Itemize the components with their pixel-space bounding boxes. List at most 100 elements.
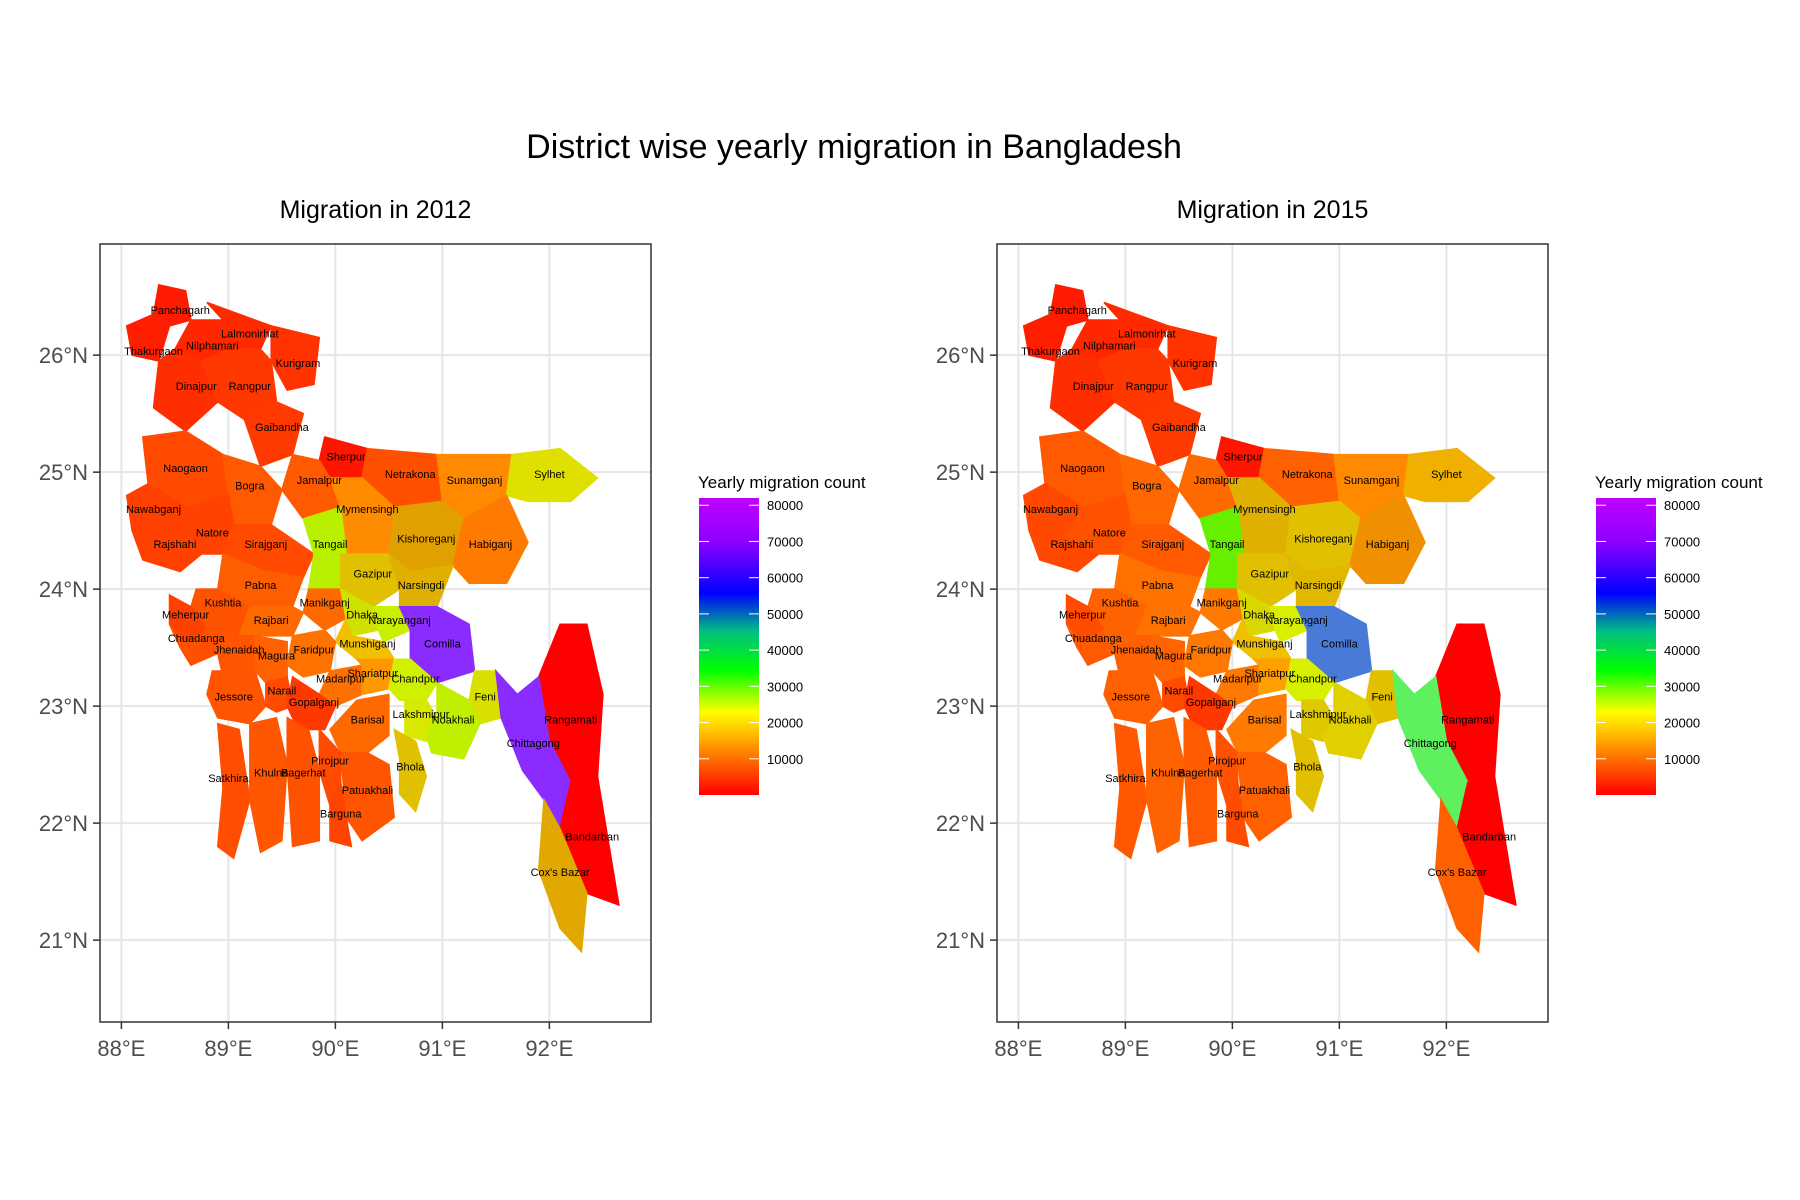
district-label-lakshmipur: Lakshmipur bbox=[393, 709, 450, 721]
district-label-gazipur: Gazipur bbox=[354, 568, 393, 580]
district-label-narsingdi: Narsingdi bbox=[398, 580, 444, 592]
district-label-jessore: Jessore bbox=[1111, 691, 1150, 703]
district-label-chandpur: Chandpur bbox=[391, 674, 440, 686]
district-label-sunamganj: Sunamganj bbox=[1344, 475, 1400, 487]
district-gazipur bbox=[339, 553, 401, 608]
district-label-lalmonirhat: Lalmonirhat bbox=[221, 329, 278, 341]
district-panchagarh bbox=[1049, 284, 1089, 327]
y-tick-label: 24°N bbox=[936, 577, 985, 602]
district-label-rangamati: Rangamati bbox=[544, 715, 597, 727]
district-label-barisal: Barisal bbox=[1248, 715, 1282, 727]
district-label-jamalpur: Jamalpur bbox=[1194, 475, 1240, 487]
district-label-bandarban: Bandarban bbox=[565, 832, 619, 844]
district-label-narail: Narail bbox=[268, 685, 297, 697]
district-label-chandpur: Chandpur bbox=[1288, 674, 1337, 686]
x-tick-label: 88°E bbox=[97, 1036, 145, 1061]
district-satkhira bbox=[1113, 722, 1148, 860]
district-label-pirojpur: Pirojpur bbox=[311, 756, 349, 768]
legend-title: Yearly migration count bbox=[698, 473, 866, 492]
legend-colorbar bbox=[1596, 498, 1656, 795]
district-label-barguna: Barguna bbox=[1217, 808, 1259, 820]
district-label-rangpur: Rangpur bbox=[1126, 381, 1169, 393]
district-label-tangail: Tangail bbox=[313, 539, 348, 551]
district-label-narayanganj: Narayanganj bbox=[368, 615, 430, 627]
district-label-gaibandha: Gaibandha bbox=[1152, 422, 1207, 434]
district-label-rajbari: Rajbari bbox=[1151, 615, 1186, 627]
district-label-faridpur: Faridpur bbox=[293, 644, 334, 656]
district-label-patuakhali: Patuakhali bbox=[342, 785, 393, 797]
district-barguna bbox=[1226, 779, 1250, 848]
district-label-magura: Magura bbox=[258, 650, 296, 662]
district-thakurgaon bbox=[1022, 313, 1068, 362]
district-label-feni: Feni bbox=[474, 691, 495, 703]
district-bagerhat bbox=[1183, 716, 1218, 848]
district-label-dhaka: Dhaka bbox=[346, 609, 379, 621]
district-label-thakurgaon: Thakurgaon bbox=[1021, 346, 1080, 358]
district-narayanganj bbox=[1268, 605, 1309, 643]
district-label-jessore: Jessore bbox=[214, 691, 253, 703]
district-label-sirajganj: Sirajganj bbox=[244, 539, 287, 551]
district-label-kurigram: Kurigram bbox=[276, 358, 321, 370]
district-bhola bbox=[1290, 728, 1325, 813]
district-label-narayanganj: Narayanganj bbox=[1265, 615, 1327, 627]
district-label-gaibandha: Gaibandha bbox=[255, 422, 310, 434]
x-tick-label: 92°E bbox=[1422, 1036, 1470, 1061]
district-label-chuadanga: Chuadanga bbox=[168, 633, 226, 645]
district-label-bhola: Bhola bbox=[1293, 761, 1322, 773]
map-panel-2012: Panchagarh Thakurgaon NilphamariLalmonirha… bbox=[39, 243, 866, 1061]
district-label-sunamganj: Sunamganj bbox=[447, 475, 503, 487]
x-tick-label: 89°E bbox=[204, 1036, 252, 1061]
district-feni bbox=[1365, 670, 1400, 725]
district-label-chittagong: Chittagong bbox=[1404, 738, 1457, 750]
district-khulna bbox=[1146, 716, 1185, 854]
y-tick-label: 26°N bbox=[39, 343, 88, 368]
district-label-magura: Magura bbox=[1155, 650, 1193, 662]
district-label-cox-s-bazar: Cox's Bazar bbox=[531, 867, 590, 879]
district-shariatpur bbox=[355, 658, 396, 696]
district-label-lakshmipur: Lakshmipur bbox=[1290, 709, 1347, 721]
legend-tick-label: 10000 bbox=[767, 752, 803, 767]
district-label-faridpur: Faridpur bbox=[1190, 644, 1231, 656]
legend-tick-label: 30000 bbox=[1664, 679, 1700, 694]
district-narayanganj bbox=[371, 605, 412, 643]
y-tick-label: 24°N bbox=[39, 577, 88, 602]
legend-tick-label: 20000 bbox=[767, 716, 803, 731]
district-narail bbox=[1162, 675, 1191, 713]
district-label-pirojpur: Pirojpur bbox=[1208, 756, 1246, 768]
district-label-gopalganj: Gopalganj bbox=[1186, 697, 1236, 709]
district-label-bogra: Bogra bbox=[235, 481, 265, 493]
map-panel-2015: Panchagarh Thakurgaon NilphamariLalmonirha… bbox=[936, 243, 1763, 1061]
district-label-dinajpur: Dinajpur bbox=[1073, 381, 1114, 393]
y-tick-label: 25°N bbox=[936, 460, 985, 485]
district-label-jhenaidah: Jhenaidah bbox=[214, 644, 265, 656]
district-label-kishoreganj: Kishoreganj bbox=[397, 533, 455, 545]
y-tick-label: 22°N bbox=[936, 811, 985, 836]
district-label-sirajganj: Sirajganj bbox=[1141, 539, 1184, 551]
district-label-netrakona: Netrakona bbox=[1282, 469, 1334, 481]
district-label-manikganj: Manikganj bbox=[300, 598, 350, 610]
district-label-narsingdi: Narsingdi bbox=[1295, 580, 1341, 592]
district-label-madaripur: Madaripur bbox=[316, 674, 366, 686]
y-tick-label: 21°N bbox=[39, 928, 88, 953]
district-noakhali bbox=[425, 681, 481, 760]
district-label-mymensingh: Mymensingh bbox=[1233, 504, 1295, 516]
legend-tick-label: 40000 bbox=[767, 643, 803, 658]
district-label-pabna: Pabna bbox=[245, 580, 278, 592]
district-label-munshiganj: Munshiganj bbox=[339, 639, 395, 651]
district-label-noakhali: Noakhali bbox=[432, 715, 475, 727]
district-label-bogra: Bogra bbox=[1132, 481, 1162, 493]
map-2015-title: Migration in 2015 bbox=[1176, 196, 1369, 224]
district-khulna bbox=[249, 716, 288, 854]
panel-border bbox=[996, 243, 1549, 1023]
district-gopalganj bbox=[286, 675, 337, 731]
district-label-panchagarh: Panchagarh bbox=[151, 305, 210, 317]
district-label-bagerhat: Bagerhat bbox=[1178, 767, 1223, 779]
district-label-khulna: Khulna bbox=[1151, 767, 1186, 779]
district-panchagarh bbox=[152, 284, 192, 327]
district-label-comilla: Comilla bbox=[1321, 639, 1359, 651]
district-label-nawabganj: Nawabganj bbox=[1023, 504, 1078, 516]
district-manikganj bbox=[302, 588, 347, 632]
district-label-gazipur: Gazipur bbox=[1251, 568, 1290, 580]
district-comilla bbox=[398, 605, 476, 684]
